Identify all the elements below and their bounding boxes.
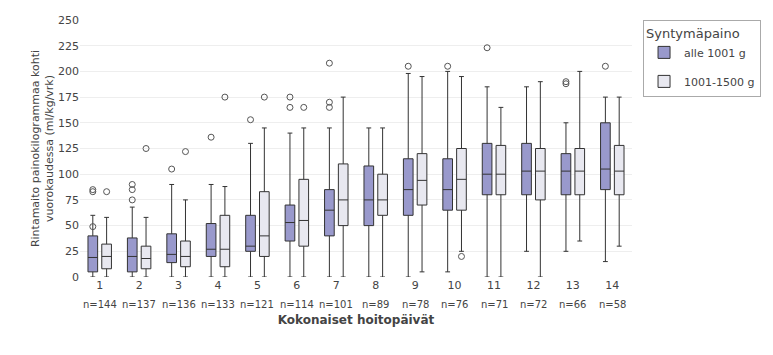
svg-text:4: 4 xyxy=(215,279,222,292)
svg-text:n=121: n=121 xyxy=(240,299,274,310)
svg-text:n=72: n=72 xyxy=(520,299,547,310)
svg-text:25: 25 xyxy=(65,245,79,258)
svg-text:n=136: n=136 xyxy=(162,299,196,310)
svg-text:14: 14 xyxy=(605,279,619,292)
svg-text:Rintamaito painokilogrammaa ko: Rintamaito painokilogrammaa kohtivuoroka… xyxy=(29,50,56,247)
svg-text:50: 50 xyxy=(65,219,79,232)
svg-text:n=71: n=71 xyxy=(481,299,508,310)
svg-text:n=76: n=76 xyxy=(441,299,468,310)
svg-text:n=58: n=58 xyxy=(599,299,626,310)
svg-text:125: 125 xyxy=(58,142,79,155)
svg-text:150: 150 xyxy=(58,117,79,130)
svg-text:2: 2 xyxy=(136,279,143,292)
svg-text:Kokonaiset hoitopäivät: Kokonaiset hoitopäivät xyxy=(278,313,435,327)
svg-text:0: 0 xyxy=(72,271,79,284)
svg-text:3: 3 xyxy=(175,279,182,292)
svg-text:11: 11 xyxy=(487,279,501,292)
svg-text:n=101: n=101 xyxy=(319,299,353,310)
svg-text:1: 1 xyxy=(96,279,103,292)
svg-text:n=114: n=114 xyxy=(280,299,314,310)
svg-text:n=137: n=137 xyxy=(122,299,156,310)
svg-text:100: 100 xyxy=(58,168,79,181)
svg-text:1001-1500 g: 1001-1500 g xyxy=(684,76,754,89)
svg-text:n=66: n=66 xyxy=(559,299,586,310)
svg-text:200: 200 xyxy=(58,65,79,78)
svg-text:13: 13 xyxy=(566,279,580,292)
svg-text:n=133: n=133 xyxy=(201,299,235,310)
svg-text:5: 5 xyxy=(254,279,261,292)
svg-text:225: 225 xyxy=(58,40,79,53)
svg-text:n=89: n=89 xyxy=(362,299,389,310)
svg-text:7: 7 xyxy=(333,279,340,292)
svg-text:n=144: n=144 xyxy=(83,299,117,310)
svg-text:250: 250 xyxy=(58,14,79,27)
svg-text:75: 75 xyxy=(65,194,79,207)
svg-text:Syntymäpaino: Syntymäpaino xyxy=(646,26,740,41)
svg-text:n=78: n=78 xyxy=(402,299,429,310)
svg-text:12: 12 xyxy=(526,279,540,292)
svg-text:alle 1001 g: alle 1001 g xyxy=(684,47,746,60)
svg-text:9: 9 xyxy=(412,279,419,292)
svg-text:175: 175 xyxy=(58,91,79,104)
svg-text:8: 8 xyxy=(372,279,379,292)
svg-text:10: 10 xyxy=(448,279,462,292)
svg-text:6: 6 xyxy=(293,279,300,292)
